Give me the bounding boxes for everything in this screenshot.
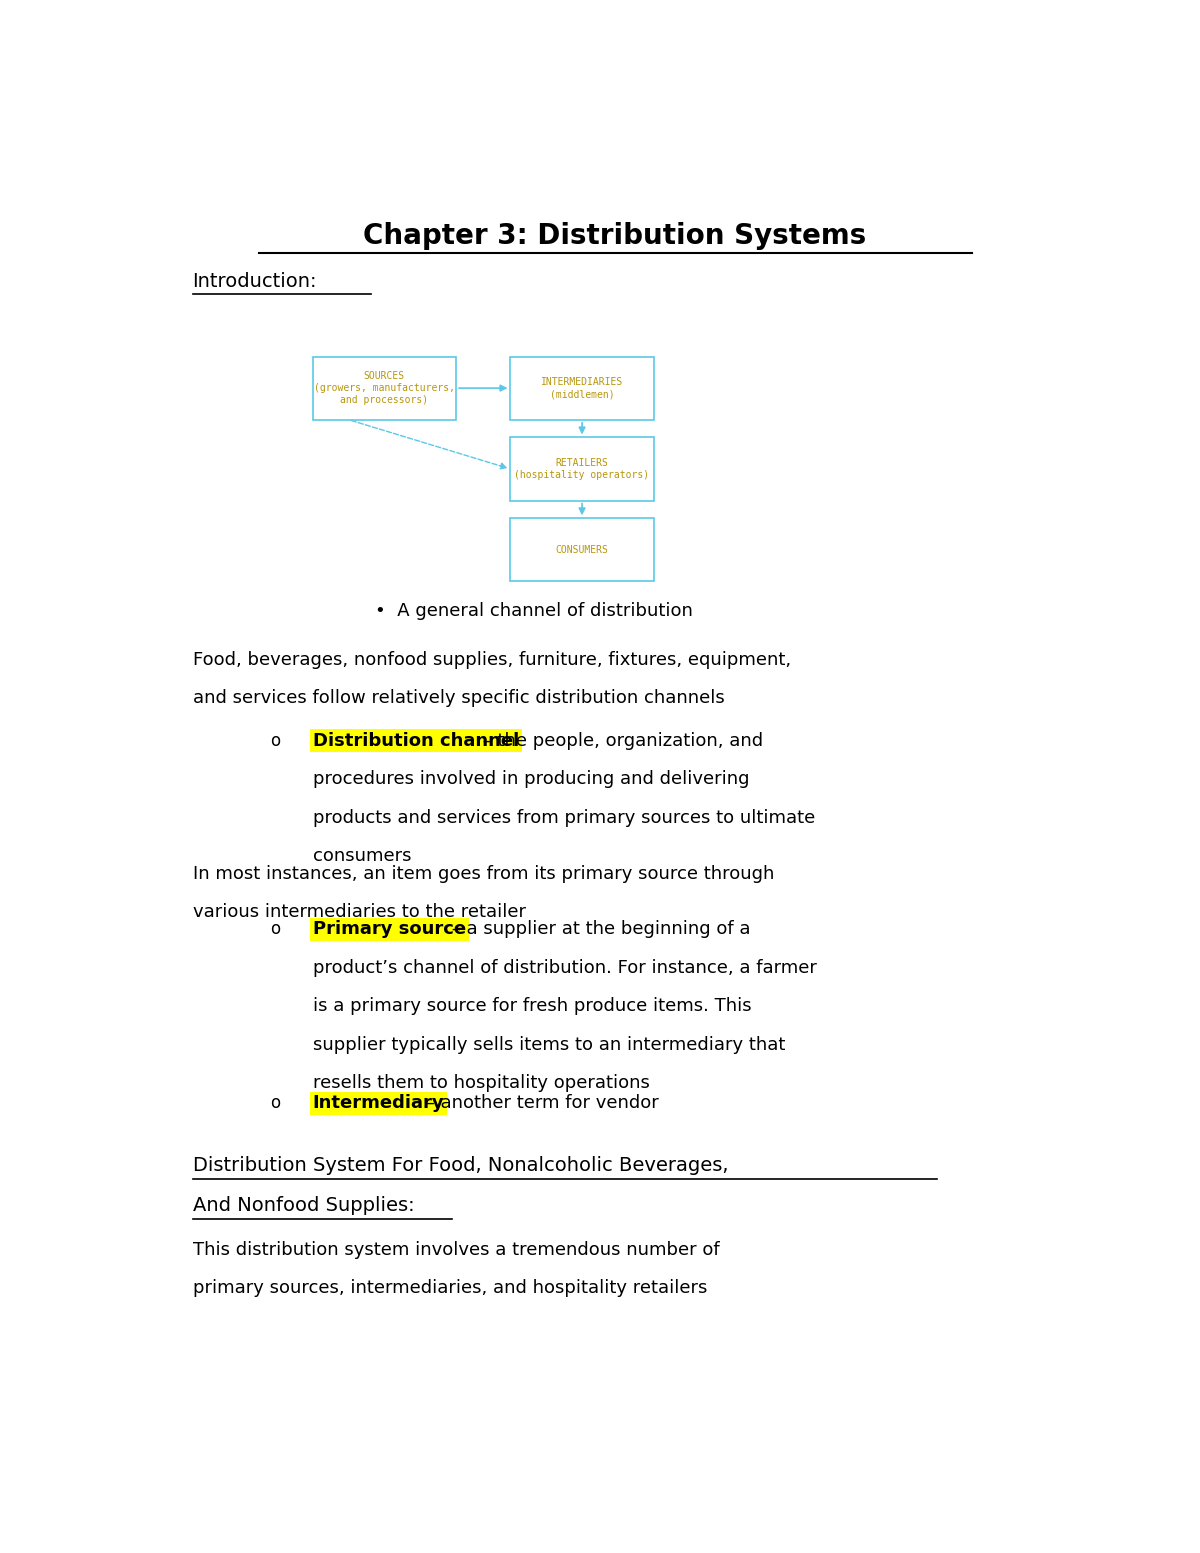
Text: Distribution System For Food, Nonalcoholic Beverages,: Distribution System For Food, Nonalcohol… (193, 1155, 728, 1174)
Text: products and services from primary sources to ultimate: products and services from primary sourc… (313, 809, 815, 826)
Text: and processors): and processors) (341, 394, 428, 405)
Text: Food, beverages, nonfood supplies, furniture, fixtures, equipment,: Food, beverages, nonfood supplies, furni… (193, 651, 791, 669)
Text: o: o (270, 921, 281, 938)
Text: is a primary source for fresh produce items. This: is a primary source for fresh produce it… (313, 997, 751, 1016)
Text: various intermediaries to the retailer: various intermediaries to the retailer (193, 904, 526, 921)
Text: CONSUMERS: CONSUMERS (556, 545, 608, 554)
Text: RETAILERS: RETAILERS (556, 458, 608, 467)
FancyBboxPatch shape (510, 519, 654, 581)
Text: – the people, organization, and: – the people, organization, and (478, 731, 763, 750)
Text: INTERMEDIARIES: INTERMEDIARIES (541, 377, 623, 387)
Text: procedures involved in producing and delivering: procedures involved in producing and del… (313, 770, 749, 789)
Text: primary sources, intermediaries, and hospitality retailers: primary sources, intermediaries, and hos… (193, 1280, 707, 1297)
Text: o: o (270, 1095, 281, 1112)
FancyBboxPatch shape (313, 357, 456, 419)
Text: Intermediary: Intermediary (313, 1095, 444, 1112)
FancyBboxPatch shape (510, 357, 654, 419)
Text: •  A general channel of distribution: • A general channel of distribution (374, 601, 692, 620)
Text: (hospitality operators): (hospitality operators) (515, 471, 649, 480)
Text: In most instances, an item goes from its primary source through: In most instances, an item goes from its… (193, 865, 774, 884)
Text: Primary source: Primary source (313, 921, 466, 938)
Text: SOURCES: SOURCES (364, 371, 406, 380)
Text: Chapter 3: Distribution Systems: Chapter 3: Distribution Systems (364, 222, 866, 250)
Text: and services follow relatively specific distribution channels: and services follow relatively specific … (193, 690, 725, 708)
Text: supplier typically sells items to an intermediary that: supplier typically sells items to an int… (313, 1036, 785, 1054)
Text: product’s channel of distribution. For instance, a farmer: product’s channel of distribution. For i… (313, 958, 817, 977)
Text: (middlemen): (middlemen) (550, 390, 614, 399)
Text: Introduction:: Introduction: (193, 272, 317, 290)
FancyBboxPatch shape (510, 438, 654, 500)
Text: resells them to hospitality operations: resells them to hospitality operations (313, 1075, 649, 1092)
Text: o: o (270, 731, 281, 750)
Text: This distribution system involves a tremendous number of: This distribution system involves a trem… (193, 1241, 719, 1259)
Text: consumers: consumers (313, 848, 412, 865)
Text: And Nonfood Supplies:: And Nonfood Supplies: (193, 1196, 414, 1214)
Text: – another term for vendor: – another term for vendor (420, 1095, 659, 1112)
Text: (growers, manufacturers,: (growers, manufacturers, (314, 384, 455, 393)
Text: – a supplier at the beginning of a: – a supplier at the beginning of a (446, 921, 750, 938)
Text: Distribution channel: Distribution channel (313, 731, 520, 750)
